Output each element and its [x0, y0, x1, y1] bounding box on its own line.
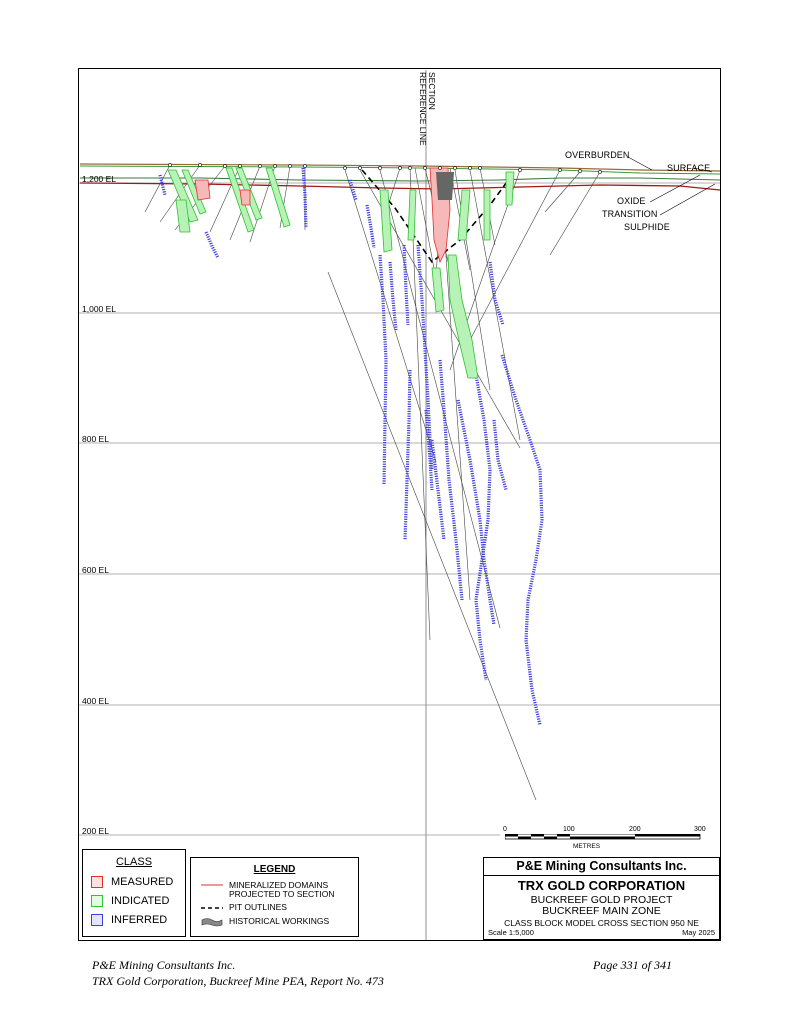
elevation-label: 400 EL [82, 696, 109, 706]
class-item-indicated: INDICATED [91, 895, 169, 907]
legend-title: LEGEND [253, 864, 296, 875]
inferred-intercepts [158, 167, 544, 726]
legend: LEGEND MINERALIZED DOMAINS PROJECTED TO S… [190, 857, 359, 937]
transition-label: TRANSITION [602, 209, 658, 219]
elevation-label: 200 EL [82, 826, 109, 836]
collars [168, 163, 602, 174]
class-item-measured: MEASURED [91, 876, 173, 888]
scale-tick-label: 0 [503, 826, 507, 833]
legend-item-historical-workings: HISTORICAL WORKINGS [201, 917, 329, 927]
drawing-scale: Scale 1:5,000 [488, 928, 534, 937]
surface-leaders [627, 156, 716, 216]
measured-swatch [91, 876, 103, 888]
inferred-swatch [91, 914, 103, 926]
elevation-label: 800 EL [82, 434, 109, 444]
historical-workings-icon [201, 917, 223, 927]
legend-item-mineralized-domains: MINERALIZED DOMAINS PROJECTED TO SECTION [201, 881, 334, 899]
overburden-label: OVERBURDEN [565, 150, 630, 160]
footer-page-number: Page 331 of 341 [593, 958, 672, 972]
footer-report: TRX Gold Corporation, Buckreef Mine PEA,… [92, 974, 384, 988]
elevation-label: 1,200 EL [82, 174, 117, 184]
legend-item-pit-outlines: PIT OUTLINES [201, 903, 287, 913]
class-legend-title: CLASS [115, 856, 153, 868]
figure-description: CLASS BLOCK MODEL CROSS SECTION 950 NE [504, 918, 699, 928]
sulphide-label: SULPHIDE [624, 222, 670, 232]
elevation-gridlines [79, 182, 720, 836]
drawing-date: May 2025 [682, 928, 715, 937]
indicated-zones [167, 167, 515, 379]
red-line-icon [201, 881, 223, 891]
section-reference-line-label: SECTION REFERENCE LINE [418, 72, 437, 146]
class-legend: CLASS MEASURED INDICATED INFERRED [82, 849, 186, 937]
scale-units: METRES [573, 843, 601, 850]
figure-frame [78, 68, 721, 941]
scale-tick-label: 200 [629, 826, 641, 833]
oxide-label: OXIDE [617, 196, 646, 206]
class-item-inferred: INFERRED [91, 914, 167, 926]
client-name: TRX GOLD CORPORATION [517, 878, 686, 893]
title-block: P&E Mining Consultants Inc. TRX GOLD COR… [483, 857, 720, 940]
zone-name: BUCKREEF MAIN ZONE [542, 905, 661, 917]
footer-company: P&E Mining Consultants Inc. [92, 958, 236, 972]
scale-bar-graphic [505, 834, 701, 840]
consultant-name: P&E Mining Consultants Inc. [484, 858, 719, 876]
project-name: BUCKREEF GOLD PROJECT [530, 894, 673, 906]
elevation-label: 600 EL [82, 565, 109, 575]
dashed-line-icon [201, 903, 223, 913]
historical-workings [436, 172, 454, 200]
indicated-swatch [91, 895, 103, 907]
surface-label: SURFACE [667, 163, 711, 173]
scale-tick-label: 300 [694, 826, 706, 833]
elevation-label: 1,000 EL [82, 304, 117, 314]
scale-tick-label: 100 [563, 826, 575, 833]
